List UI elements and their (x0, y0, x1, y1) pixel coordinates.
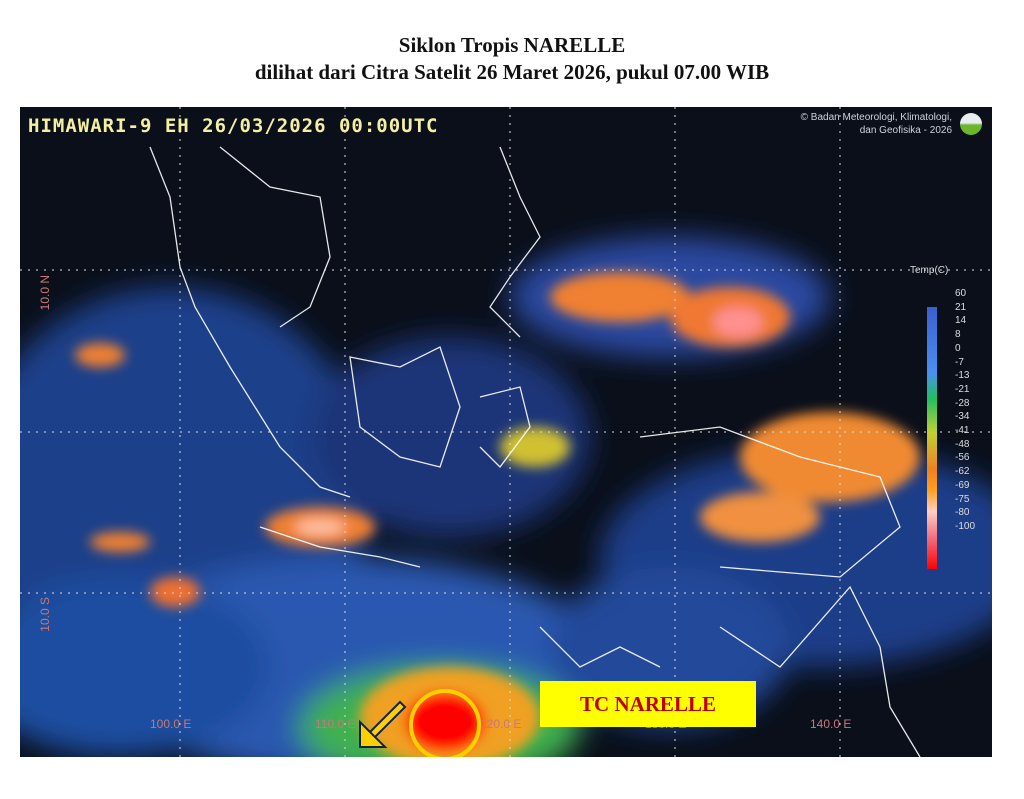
lon-label: 110.0 E (315, 717, 356, 731)
legend-title: Temp(C) (910, 265, 949, 276)
satellite-header: HIMAWARI-9 EH 26/03/2026 00:00UTC (28, 115, 439, 137)
legend-ticks: 60 21 14 8 0 -7 -13 -21 -28 -34 -41 -48 … (955, 287, 975, 534)
legend-tick: 21 (955, 301, 967, 313)
legend-tick: -62 (955, 466, 970, 478)
cyclone-label: TC NARELLE (540, 681, 756, 727)
legend-tick: 8 (955, 329, 961, 341)
legend-tick: -41 (955, 425, 970, 437)
legend-tick: -56 (955, 452, 970, 464)
cyclone-marker-circle (409, 689, 481, 757)
figure-subtitle: dilihat dari Citra Satelit 26 Maret 2026… (254, 60, 770, 84)
legend-tick: -75 (955, 493, 970, 505)
figure-title: Siklon Tropis NARELLE (398, 33, 626, 57)
legend-tick: -80 (955, 507, 970, 519)
lon-label: 140.0 E (810, 717, 852, 731)
lon-label: 100.0 E (150, 717, 192, 731)
legend-tick: -34 (955, 411, 970, 423)
satellite-imagery (20, 107, 992, 757)
legend-tick: -13 (955, 370, 970, 382)
legend-tick: 60 (955, 288, 967, 299)
copyright-line-1: © Badan Meteorologi, Klimatologi, (800, 112, 952, 123)
legend-tick: -7 (955, 356, 964, 368)
satellite-map: HIMAWARI-9 EH 26/03/2026 00:00UTC © Bada… (20, 107, 992, 757)
legend-tick: -21 (955, 383, 970, 395)
coastlines (149, 146, 921, 757)
legend-tick: 0 (955, 342, 961, 354)
legend-tick: -28 (955, 397, 970, 409)
arrow-icon (359, 700, 407, 748)
bmkg-logo (960, 113, 982, 135)
lat-label: 10.0 S (38, 597, 52, 632)
lon-label: 120.0 E (480, 717, 522, 731)
temperature-colorbar (927, 307, 937, 569)
legend-tick: -69 (955, 479, 970, 491)
lat-label: 10.0 N (38, 275, 52, 311)
legend-tick: -100 (955, 520, 976, 532)
legend-tick: 14 (955, 315, 967, 327)
legend-tick: -48 (955, 438, 970, 450)
copyright-line-2: dan Geofisika - 2026 (859, 125, 952, 136)
copyright: © Badan Meteorologi, Klimatologi, dan Ge… (801, 111, 952, 137)
